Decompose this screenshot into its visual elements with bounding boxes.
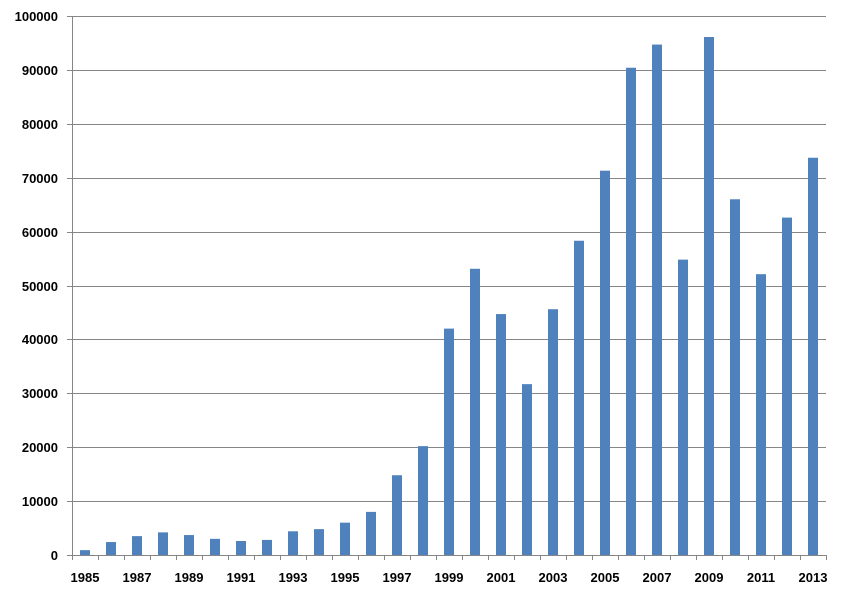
x-tick-label: 2007 xyxy=(643,570,672,585)
y-tick-label: 80000 xyxy=(22,117,58,132)
bar-1988 xyxy=(158,532,168,555)
x-tick-labels: 1985 1987 1989 1991 1993 1995 1997 1999 2001 2003… xyxy=(71,570,828,585)
x-tick-label: 1991 xyxy=(227,570,256,585)
y-tick-label: 90000 xyxy=(22,63,58,78)
bar-1993 xyxy=(288,531,298,555)
x-tick-label: 2001 xyxy=(487,570,516,585)
y-tick-label: 10000 xyxy=(22,494,58,509)
x-tick-label: 2013 xyxy=(799,570,828,585)
bar-1997 xyxy=(392,475,402,555)
bar-1992 xyxy=(262,539,272,555)
bar-2005 xyxy=(600,170,610,555)
x-tick-label: 1999 xyxy=(435,570,464,585)
bar-2007 xyxy=(652,44,662,555)
bar-1994 xyxy=(314,529,324,555)
x-tick-label: 2009 xyxy=(695,570,724,585)
bar-1995 xyxy=(340,522,350,555)
y-tick-label: 40000 xyxy=(22,332,58,347)
bar-1990 xyxy=(210,538,220,555)
y-tick-label: 30000 xyxy=(22,386,58,401)
bar-2001 xyxy=(496,314,506,555)
y-tick-label: 70000 xyxy=(22,171,58,186)
bar-1999 xyxy=(444,328,454,555)
bar-2013 xyxy=(808,157,818,555)
bar-2000 xyxy=(470,268,480,555)
x-tick-label: 2011 xyxy=(747,570,775,585)
bar-2008 xyxy=(678,259,688,555)
x-tick-label: 1989 xyxy=(175,570,204,585)
x-tick-label: 1987 xyxy=(123,570,152,585)
bar-1985 xyxy=(80,550,90,555)
x-tick-label: 1997 xyxy=(383,570,412,585)
x-tick-label: 1995 xyxy=(331,570,360,585)
y-tick-label: 0 xyxy=(51,548,58,563)
bar-2010 xyxy=(730,199,740,555)
bar-1989 xyxy=(184,535,194,555)
y-tick-label: 20000 xyxy=(22,440,58,455)
bar-2006 xyxy=(626,67,636,556)
y-tick-label: 100000 xyxy=(15,9,58,24)
bar-1996 xyxy=(366,511,376,555)
bar-2003 xyxy=(548,309,558,555)
x-tick-label: 2005 xyxy=(591,570,620,585)
axes xyxy=(67,16,827,560)
x-tick-label: 1985 xyxy=(71,570,100,585)
bar-2002 xyxy=(522,384,532,555)
bar-1987 xyxy=(132,536,142,555)
y-tick-labels: 0 10000 20000 30000 40000 50000 60000 70000 8000… xyxy=(15,9,58,563)
bar-2009 xyxy=(704,37,714,555)
x-tick-label: 1993 xyxy=(279,570,308,585)
y-tick-label: 60000 xyxy=(22,225,58,240)
bar-2012 xyxy=(782,217,792,555)
bar-1986 xyxy=(106,542,116,555)
bar-2004 xyxy=(574,240,584,555)
bar-2011 xyxy=(756,274,766,555)
bar-1998 xyxy=(418,446,428,555)
gridlines xyxy=(72,16,826,502)
bars xyxy=(80,37,818,556)
y-tick-label: 50000 xyxy=(22,279,58,294)
x-tick-label: 2003 xyxy=(539,570,568,585)
bar-1991 xyxy=(236,540,246,555)
